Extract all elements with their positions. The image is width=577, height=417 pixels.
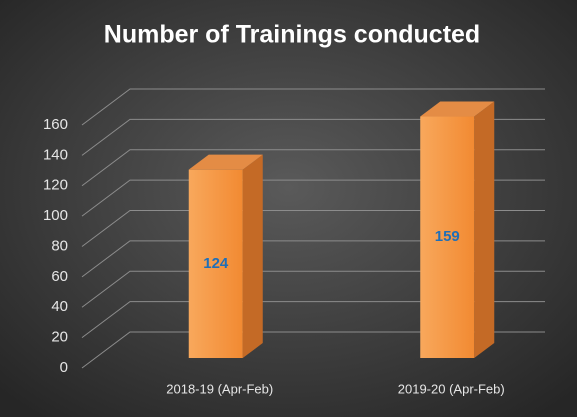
y-tick-label: 0	[60, 359, 68, 376]
y-tick-label: 20	[51, 329, 68, 346]
value-label: 159	[435, 228, 460, 245]
y-tick-label: 120	[43, 177, 68, 194]
y-tick-label: 60	[51, 268, 68, 285]
y-tick-label: 80	[51, 237, 68, 254]
bar-top	[188, 154, 263, 170]
grid-line	[81, 301, 545, 339]
grid-line	[81, 270, 545, 308]
value-label: 124	[203, 255, 229, 272]
grid-line	[81, 149, 545, 187]
grid-line	[81, 118, 545, 156]
y-tick-label: 160	[43, 116, 68, 133]
y-tick-label: 100	[43, 207, 68, 224]
bar-side	[242, 154, 263, 358]
y-tick-label: 40	[51, 298, 68, 315]
x-tick-label: 2019-20 (Apr-Feb)	[398, 381, 505, 396]
y-tick-label: 140	[43, 146, 68, 163]
bar	[420, 116, 475, 358]
chart-title: Number of Trainings conducted	[104, 21, 480, 49]
grid-line	[81, 240, 545, 278]
grid-line	[81, 88, 545, 126]
bar-top	[420, 101, 495, 117]
grid-line	[81, 210, 545, 247]
grid-line	[81, 331, 545, 369]
x-tick-label: 2018-19 (Apr-Feb)	[166, 381, 273, 396]
bar	[188, 169, 243, 358]
grid-line	[81, 179, 545, 217]
bar-side	[474, 101, 495, 359]
